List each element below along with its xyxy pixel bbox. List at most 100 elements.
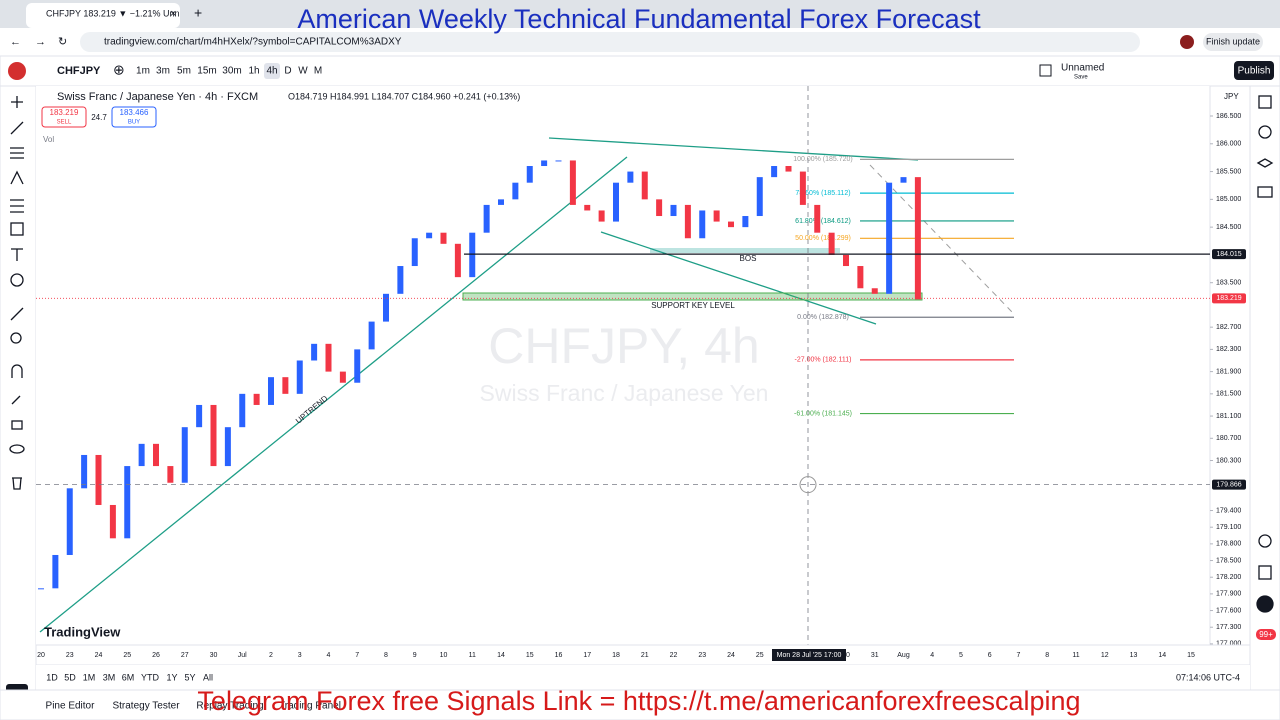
- y-tick-label: 179.100: [1216, 524, 1241, 531]
- overlay-title: American Weekly Technical Fundamental Fo…: [297, 4, 981, 34]
- y-tick-label: 185.000: [1216, 196, 1241, 203]
- x-tick-label: 30: [842, 652, 850, 659]
- range-button[interactable]: 1D: [46, 672, 58, 682]
- x-tick-label: 7: [1017, 652, 1021, 659]
- fib-label: 50.00% (184.299): [795, 235, 851, 242]
- candle: [311, 343, 318, 361]
- pattern-tool[interactable]: [10, 170, 24, 185]
- sell-price: 183.219: [50, 108, 79, 117]
- logo: TradingView: [44, 624, 121, 639]
- crosshair-tool[interactable]: [11, 96, 23, 108]
- bos-zone: [650, 248, 840, 253]
- interval[interactable]: D: [284, 66, 291, 77]
- interval[interactable]: M: [314, 66, 322, 77]
- reload[interactable]: ↻: [58, 36, 67, 48]
- profile[interactable]: [1180, 35, 1194, 49]
- interval[interactable]: W: [298, 66, 308, 77]
- candle: [641, 171, 648, 200]
- emoji-tool[interactable]: [10, 273, 24, 287]
- support-label: SUPPORT KEY LEVEL: [651, 301, 735, 310]
- x-tick-label: 27: [181, 652, 189, 659]
- y-tick-label: 178.800: [1216, 541, 1241, 548]
- range-bar: [36, 665, 1250, 690]
- panel-tab[interactable]: Pine Editor: [46, 701, 96, 712]
- layout-name[interactable]: Unnamed: [1061, 63, 1104, 74]
- panel-tab[interactable]: Trading Panel: [279, 701, 341, 712]
- address-bar[interactable]: [80, 32, 1140, 52]
- range-button[interactable]: 5D: [64, 672, 76, 682]
- x-tick-label: 9: [413, 652, 417, 659]
- sell-button[interactable]: [41, 106, 87, 128]
- x-tick-label: 11: [1072, 652, 1079, 659]
- range-button[interactable]: 6M: [122, 672, 135, 682]
- hide-tool[interactable]: [9, 444, 25, 454]
- interval[interactable]: 5m: [177, 66, 191, 77]
- trendline-tool[interactable]: [10, 121, 24, 135]
- interval[interactable]: 15m: [197, 66, 216, 77]
- candle: [598, 210, 605, 222]
- instrument-name: Swiss Franc / Japanese Yen · 4h · FXCM: [57, 91, 258, 103]
- x-tick-label: 26: [152, 652, 160, 659]
- panel-tab[interactable]: Strategy Tester: [112, 701, 180, 712]
- range-button[interactable]: All: [203, 672, 213, 682]
- magnet-tool[interactable]: [11, 364, 23, 378]
- buy-button[interactable]: [111, 106, 157, 128]
- watchlist[interactable]: [1258, 95, 1272, 109]
- interval[interactable]: 30m: [222, 66, 241, 77]
- price-tag-label: 184.015: [1216, 251, 1241, 258]
- interval[interactable]: 4h: [266, 66, 277, 77]
- symbol[interactable]: CHFJPY: [57, 65, 101, 77]
- lock-tool[interactable]: [11, 420, 23, 430]
- candle: [857, 266, 864, 289]
- ideas[interactable]: [1258, 534, 1272, 548]
- candle: [627, 171, 634, 183]
- crosshair-time-bg: [772, 649, 846, 661]
- tab-title: CHFJPY 183.219 ▼ −1.21% Unn: [46, 8, 180, 18]
- shape-tool[interactable]: [10, 222, 24, 236]
- finish-update-button[interactable]: [1203, 33, 1263, 51]
- tab-close[interactable]: ×: [170, 8, 176, 20]
- zoom-tool[interactable]: [10, 332, 22, 344]
- tab[interactable]: [26, 3, 180, 28]
- candle: [526, 166, 533, 183]
- x-tick-label: 15: [526, 652, 534, 659]
- data-window[interactable]: [1256, 158, 1274, 168]
- interval[interactable]: 1m: [136, 66, 150, 77]
- ruler-tool[interactable]: [10, 307, 24, 321]
- range-button[interactable]: 1Y: [166, 672, 177, 682]
- compare[interactable]: ⊕: [113, 62, 125, 78]
- forward[interactable]: →: [35, 36, 46, 48]
- publish-button[interactable]: [1234, 61, 1274, 80]
- x-tick-label: 10: [440, 652, 448, 659]
- fib-label: 100.00% (185.720): [793, 156, 853, 163]
- avatar[interactable]: [8, 62, 26, 80]
- chat[interactable]: [1257, 186, 1273, 198]
- panel-tab[interactable]: Replay Trading: [196, 701, 263, 712]
- x-tick-label: 4: [327, 652, 331, 659]
- range-button[interactable]: 3M: [103, 672, 116, 682]
- candle: [512, 182, 519, 200]
- delete-tool[interactable]: [12, 477, 22, 490]
- range-button[interactable]: YTD: [141, 672, 160, 682]
- new-tab[interactable]: +: [194, 5, 202, 21]
- back[interactable]: ←: [10, 36, 21, 48]
- text-tool[interactable]: [11, 248, 23, 261]
- x-tick-label: 8: [1045, 652, 1049, 659]
- products[interactable]: [1256, 595, 1274, 613]
- sell-label: SELL: [57, 120, 72, 126]
- candle: [498, 199, 504, 205]
- y-tick-label: 184.500: [1216, 224, 1241, 231]
- alerts[interactable]: [1258, 125, 1272, 139]
- finish-update: Finish update: [1206, 36, 1260, 46]
- interval[interactable]: 3m: [156, 66, 170, 77]
- fib-tool[interactable]: [10, 147, 24, 159]
- stay-drawing[interactable]: [11, 395, 21, 405]
- range-button[interactable]: 5Y: [184, 672, 195, 682]
- forecast-tool[interactable]: [10, 199, 24, 213]
- ohlc: O184.719 H184.991 L184.707 C184.960 +0.2…: [288, 91, 520, 101]
- range-button[interactable]: 1M: [83, 672, 96, 682]
- currency[interactable]: JPY: [1224, 92, 1239, 101]
- calendar[interactable]: [1258, 565, 1272, 580]
- interval[interactable]: 1h: [248, 66, 259, 77]
